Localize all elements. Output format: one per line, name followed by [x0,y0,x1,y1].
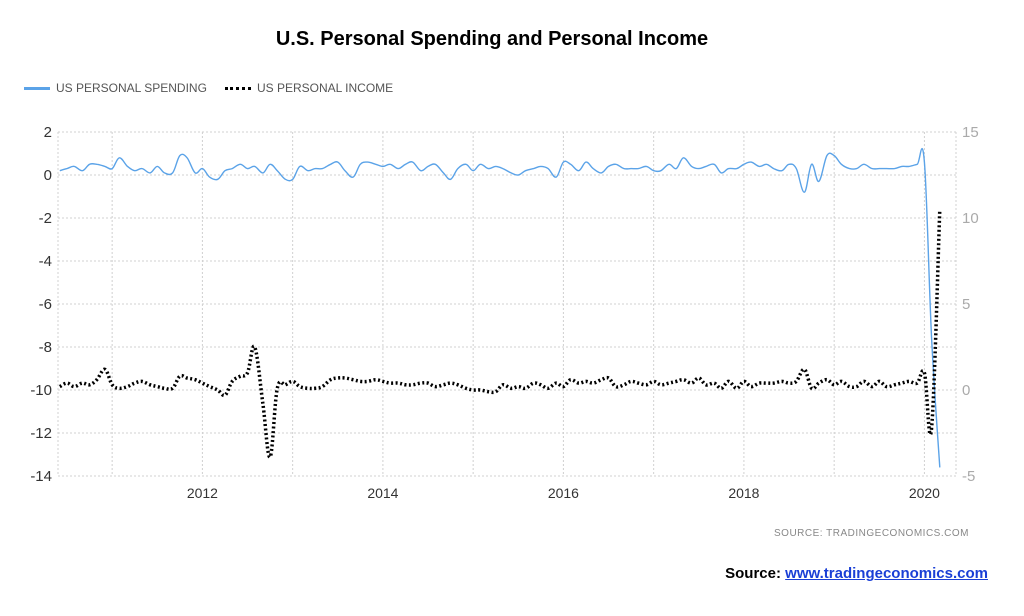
legend-swatch-spending [24,86,50,90]
series-line-spending [59,147,941,468]
legend-item-spending[interactable]: US PERSONAL SPENDING [24,81,207,95]
series-line-income [58,209,942,459]
y-tick-left: 0 [44,167,52,184]
source-line: Source: www.tradingeconomics.com [725,565,988,582]
legend-item-income[interactable]: US PERSONAL INCOME [224,81,394,95]
legend-label-spending: US PERSONAL SPENDING [56,81,207,95]
y-tick-left: 2 [44,124,52,141]
y-tick-right: 5 [962,296,970,313]
source-prefix: Source: [725,565,781,582]
x-tick: 2020 [909,485,940,501]
y-tick-right: 10 [962,210,979,227]
x-tick: 2012 [187,485,218,501]
y-tick-left: -10 [30,382,52,399]
x-tick: 2016 [548,485,579,501]
watermark-source: SOURCE: TRADINGECONOMICS.COM [774,528,969,539]
y-tick-right: 15 [962,124,979,141]
y-tick-left: -6 [39,296,52,313]
y-tick-right: -5 [962,468,975,485]
y-tick-left: -12 [30,425,52,442]
x-tick: 2018 [728,485,759,501]
legend-swatch-income [224,86,251,90]
y-tick-right: 0 [962,382,970,399]
legend-label-income: US PERSONAL INCOME [256,81,394,95]
x-tick: 2014 [367,485,398,501]
source-link[interactable]: www.tradingeconomics.com [785,565,988,582]
y-tick-left: -2 [39,210,52,227]
y-tick-left: -4 [39,253,52,270]
y-tick-left: -14 [30,468,52,485]
y-tick-left: -8 [39,339,52,356]
chart-legend: US PERSONAL SPENDING US PERSONAL INCOME [24,81,411,95]
chart-title: U.S. Personal Spending and Personal Inco… [275,28,709,50]
